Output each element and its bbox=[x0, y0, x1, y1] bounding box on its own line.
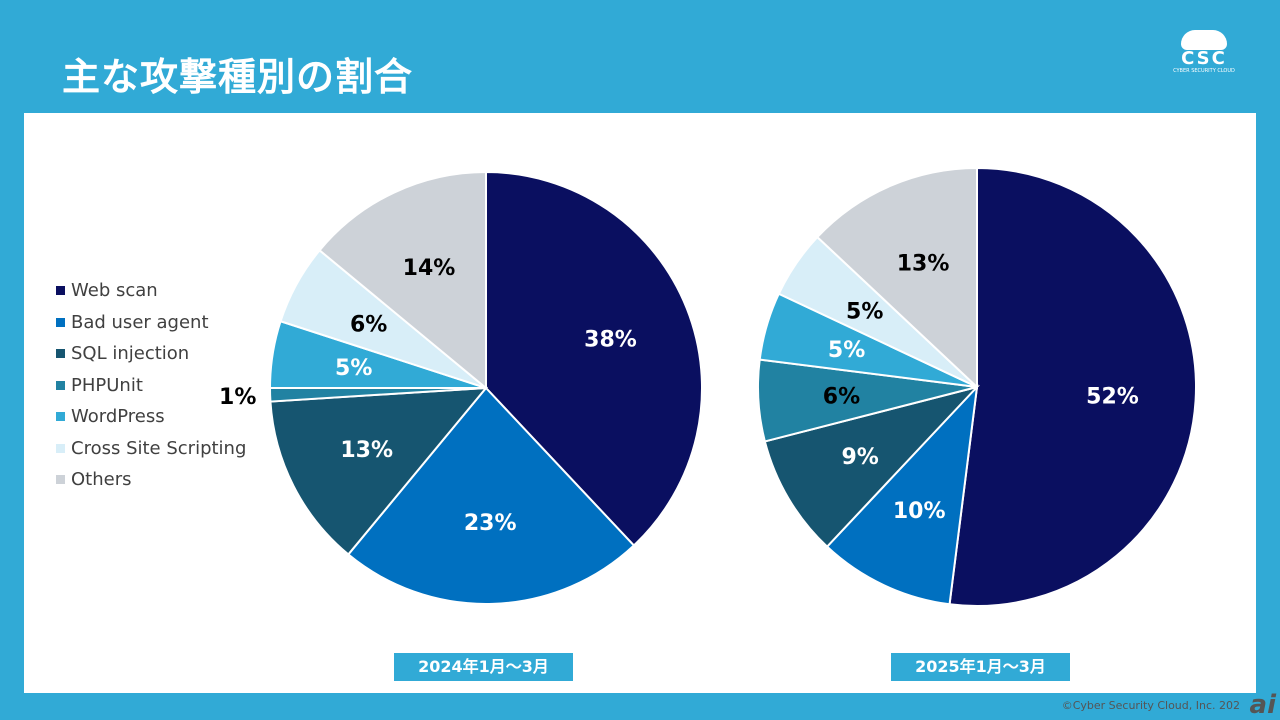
data-label: 5% bbox=[828, 338, 865, 363]
legend-label: Cross Site Scripting bbox=[71, 437, 247, 459]
legend: Web scan Bad user agent SQL injection PHPUn… bbox=[56, 275, 246, 496]
period-label-2025: 2025年1月～3月 bbox=[891, 653, 1070, 681]
pie-slice bbox=[269, 386, 489, 556]
period-label-2024: 2024年1月～3月 bbox=[394, 653, 573, 681]
csc-logo: CSC CYBER SECURITY CLOUD bbox=[1172, 30, 1236, 80]
ai-logo: ai bbox=[1249, 690, 1276, 720]
legend-swatch bbox=[56, 349, 65, 359]
data-label: 9% bbox=[841, 445, 878, 470]
data-label: 13% bbox=[340, 438, 393, 463]
legend-label: SQL injection bbox=[71, 343, 190, 365]
pie-slice bbox=[485, 170, 703, 547]
legend-item: PHPUnit bbox=[56, 370, 246, 402]
pie-slice bbox=[346, 386, 636, 605]
data-label: 52% bbox=[1086, 385, 1139, 410]
logo-subtitle: CYBER SECURITY CLOUD bbox=[1173, 68, 1235, 74]
legend-item: SQL injection bbox=[56, 338, 246, 370]
legend-swatch bbox=[56, 475, 65, 485]
legend-swatch bbox=[56, 286, 65, 296]
pie-slice bbox=[948, 166, 1197, 607]
data-label: 5% bbox=[846, 300, 883, 325]
pie-slice bbox=[763, 385, 981, 549]
legend-item: Bad user agent bbox=[56, 307, 246, 339]
copyright: ©Cyber Security Cloud, Inc. 202 bbox=[1061, 699, 1240, 712]
legend-label: Bad user agent bbox=[71, 311, 209, 333]
page-title: 主な攻撃種別の割合 bbox=[62, 55, 414, 99]
data-label: 10% bbox=[893, 499, 946, 524]
pie-slice bbox=[825, 384, 979, 606]
pie-slice bbox=[318, 170, 487, 391]
logo-mark: CSC bbox=[1181, 48, 1227, 69]
legend-label: WordPress bbox=[71, 406, 165, 428]
legend-swatch bbox=[56, 317, 65, 327]
data-label: 1% bbox=[219, 385, 256, 410]
cloud-icon bbox=[1181, 30, 1227, 50]
legend-swatch bbox=[56, 380, 65, 390]
legend-label: Web scan bbox=[71, 280, 158, 302]
data-label: 13% bbox=[897, 251, 950, 276]
data-label: 38% bbox=[584, 328, 637, 353]
legend-item: Others bbox=[56, 464, 246, 496]
legend-item: Cross Site Scripting bbox=[56, 433, 246, 465]
data-label: 6% bbox=[350, 312, 387, 337]
data-label: 14% bbox=[403, 256, 456, 281]
legend-item: WordPress bbox=[56, 401, 246, 433]
data-label: 6% bbox=[823, 385, 860, 410]
data-label: 23% bbox=[464, 511, 517, 536]
legend-swatch bbox=[56, 412, 65, 422]
legend-swatch bbox=[56, 443, 65, 453]
legend-label: Others bbox=[71, 469, 132, 491]
legend-label: PHPUnit bbox=[71, 374, 143, 396]
pie-slice bbox=[815, 166, 978, 390]
data-label: 5% bbox=[335, 356, 372, 381]
legend-item: Web scan bbox=[56, 275, 246, 307]
